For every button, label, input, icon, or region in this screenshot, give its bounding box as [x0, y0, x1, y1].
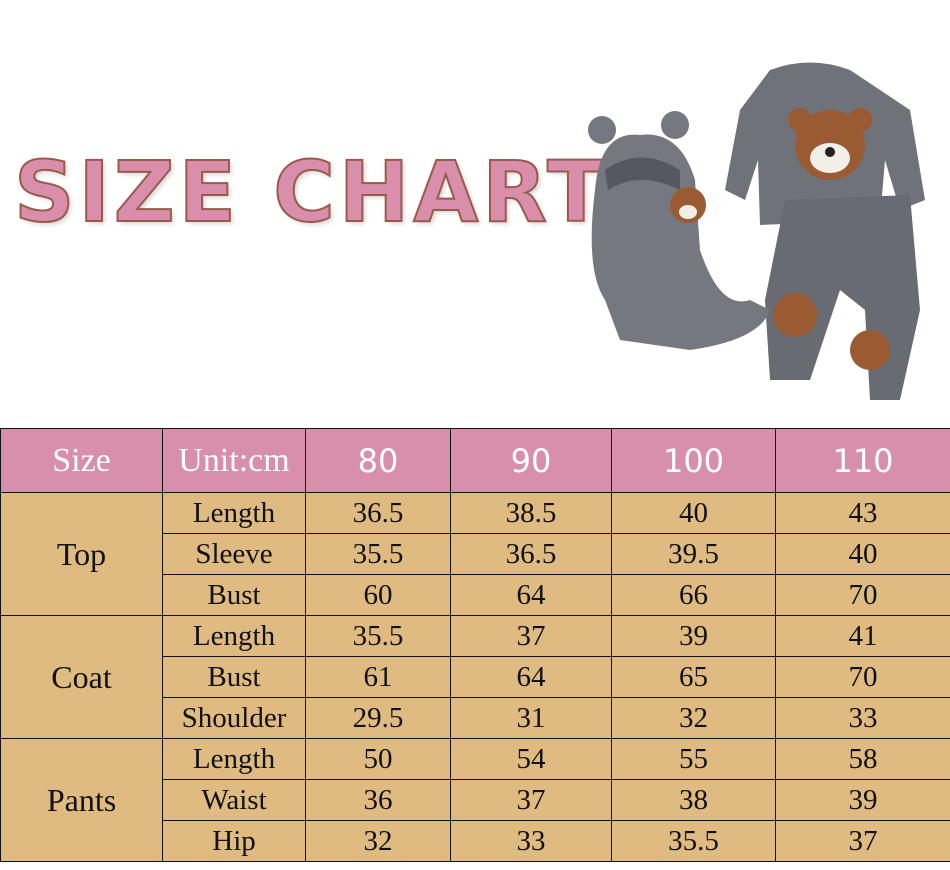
measurement-value: 65	[611, 656, 776, 698]
measurement-value: 36.5	[305, 492, 451, 534]
vest-image	[588, 111, 770, 350]
measurement-value: 38	[611, 779, 776, 821]
table-row: Hip 32 33 35.5 37	[1, 820, 950, 862]
table-row: Bust 60 64 66 70	[1, 574, 950, 616]
measurement-value: 35.5	[611, 820, 776, 862]
measurement-value: 37	[450, 615, 612, 657]
measurement-value: 35.5	[305, 533, 451, 575]
measurement-value: 64	[450, 656, 612, 698]
measurement-label: Length	[162, 738, 306, 780]
measurement-value: 37	[775, 820, 950, 862]
measurement-value: 36.5	[450, 533, 612, 575]
measurement-value: 40	[775, 533, 950, 575]
measurement-value: 61	[305, 656, 451, 698]
measurement-value: 36	[305, 779, 451, 821]
measurement-value: 64	[450, 574, 612, 616]
size-chart-title: SIZE CHART	[13, 143, 609, 241]
size-table: Size Unit:cm 80 90 100 110 Top Length 36.5…	[0, 428, 950, 862]
table-row: Sleeve 35.5 36.5 39.5 40	[1, 533, 950, 575]
header-110: 110	[775, 428, 950, 493]
measurement-value: 35.5	[305, 615, 451, 657]
measurement-label: Length	[162, 615, 306, 657]
group-label: Coat	[0, 615, 163, 739]
measurement-value: 43	[775, 492, 950, 534]
measurement-label: Shoulder	[162, 697, 306, 739]
measurement-value: 33	[775, 697, 950, 739]
measurement-value: 32	[611, 697, 776, 739]
measurement-value: 66	[611, 574, 776, 616]
pants-image	[765, 195, 920, 400]
measurement-value: 38.5	[450, 492, 612, 534]
table-row: Pants Length 50 54 55 58	[0, 738, 950, 862]
measurement-value: 50	[305, 738, 451, 780]
header-90: 90	[450, 428, 612, 493]
measurement-value: 41	[775, 615, 950, 657]
measurement-value: 70	[775, 574, 950, 616]
measurement-value: 39	[611, 615, 776, 657]
measurement-value: 60	[305, 574, 451, 616]
header-unit: Unit:cm	[162, 428, 306, 493]
measurement-value: 70	[775, 656, 950, 698]
measurement-value: 29.5	[305, 697, 451, 739]
group-label: Top	[0, 492, 163, 616]
measurement-label: Bust	[162, 574, 306, 616]
measurement-value: 31	[450, 697, 612, 739]
measurement-value: 33	[450, 820, 612, 862]
header-80: 80	[305, 428, 451, 493]
measurement-value: 40	[611, 492, 776, 534]
table-row: Waist 36 37 38 39	[1, 779, 950, 821]
table-row: Bust 61 64 65 70	[1, 656, 950, 698]
measurement-label: Sleeve	[162, 533, 306, 575]
table-row: Top Length 36.5 38.5 40 43	[0, 492, 950, 616]
product-image	[588, 62, 925, 400]
measurement-value: 39	[775, 779, 950, 821]
measurement-label: Length	[162, 492, 306, 534]
measurement-label: Hip	[162, 820, 306, 862]
measurement-value: 55	[611, 738, 776, 780]
measurement-value: 39.5	[611, 533, 776, 575]
group-label: Pants	[0, 738, 163, 862]
header-100: 100	[611, 428, 776, 493]
measurement-label: Bust	[162, 656, 306, 698]
table-row: Coat Length 35.5 37 39 41	[0, 615, 950, 739]
measurement-value: 37	[450, 779, 612, 821]
measurement-value: 32	[305, 820, 451, 862]
table-row: Shoulder 29.5 31 32 33	[1, 697, 950, 739]
header-size: Size	[0, 428, 163, 493]
header-row: Size Unit:cm 80 90 100 110	[0, 428, 950, 493]
measurement-label: Waist	[162, 779, 306, 821]
measurement-value: 58	[775, 738, 950, 780]
jacket-image	[725, 62, 925, 225]
measurement-value: 54	[450, 738, 612, 780]
